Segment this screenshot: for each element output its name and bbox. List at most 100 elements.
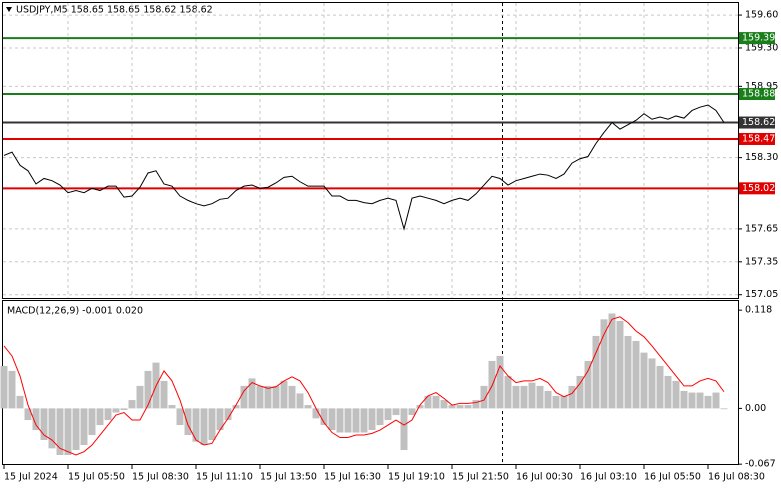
macd-bar <box>640 352 648 409</box>
macd-bar <box>688 392 696 409</box>
price-tag <box>739 182 775 195</box>
macd-bar <box>136 385 144 409</box>
price-tag <box>739 116 775 129</box>
price-tag <box>739 132 775 145</box>
macd-bar <box>112 408 120 413</box>
macd-bar <box>72 408 80 451</box>
macd-bar <box>264 385 272 409</box>
price-tag-label: 159.39 <box>742 33 775 44</box>
macd-bar <box>280 380 288 409</box>
signal-line <box>3 316 725 456</box>
macd-bar <box>192 408 200 442</box>
macd-bar <box>56 408 64 456</box>
macd-bar <box>8 370 16 409</box>
macd-bar <box>320 408 328 426</box>
macd-bar <box>232 405 240 409</box>
macd-bar <box>16 395 24 409</box>
price-tag-label: 158.02 <box>742 183 775 194</box>
x-tick-label: 15 Jul 19:10 <box>388 472 445 483</box>
macd-bar <box>104 408 112 421</box>
macd-bar <box>704 395 712 409</box>
chart-title: USDJPY,M5 158.65 158.65 158.62 158.62 <box>16 5 213 16</box>
y-tick-label: 157.05 <box>745 289 778 300</box>
macd-bar <box>680 390 688 409</box>
price-line <box>3 104 725 231</box>
macd-bar <box>648 358 656 409</box>
macd-bar <box>176 408 184 426</box>
x-tick-label: 15 Jul 16:30 <box>324 472 381 483</box>
macd-bar <box>424 395 432 409</box>
macd-bar <box>32 408 40 431</box>
macd-bar <box>480 385 488 409</box>
macd-bar <box>304 405 312 409</box>
macd-bar <box>624 335 632 409</box>
price-tag-label: 158.88 <box>742 89 775 100</box>
symbol-marker <box>6 7 12 12</box>
macd-title: MACD(12,26,9) -0.001 0.020 <box>7 306 143 317</box>
macd-bar <box>88 408 96 436</box>
y-tick-label: 0.118 <box>745 305 772 316</box>
macd-bar <box>208 408 216 441</box>
macd-bar <box>616 320 624 409</box>
macd-bar <box>200 408 208 446</box>
x-tick-label: 15 Jul 05:50 <box>68 472 125 483</box>
macd-bar <box>64 408 72 456</box>
macd-bar <box>440 400 448 409</box>
macd-bar <box>216 408 224 431</box>
y-tick-label: 157.65 <box>745 223 778 234</box>
macd-bar <box>536 385 544 409</box>
macd-bar <box>144 370 152 409</box>
macd-bar <box>352 408 360 433</box>
macd-bar <box>376 408 384 426</box>
macd-bar <box>296 393 304 409</box>
macd-bar <box>512 385 520 409</box>
macd-bar <box>240 385 248 409</box>
price-panel <box>2 2 739 299</box>
x-tick-label: 15 Jul 08:30 <box>132 472 189 483</box>
macd-bar <box>664 375 672 409</box>
y-tick-label: -0.067 <box>745 459 776 470</box>
x-tick-label: 16 Jul 05:50 <box>644 472 701 483</box>
y-tick-label: 159.30 <box>745 42 778 53</box>
macd-bar <box>336 408 344 433</box>
macd-bar <box>432 395 440 409</box>
macd-bar <box>608 313 616 409</box>
macd-bar <box>576 375 584 409</box>
x-tick-label: 15 Jul 11:10 <box>196 472 253 483</box>
macd-bar <box>584 360 592 409</box>
macd-bar <box>160 380 168 409</box>
macd-bar <box>720 408 728 410</box>
macd-bar <box>384 408 392 421</box>
macd-bar <box>120 408 128 411</box>
macd-bar <box>80 408 88 446</box>
price-tag <box>739 32 775 45</box>
x-tick-label: 16 Jul 03:10 <box>580 472 637 483</box>
y-tick-label: 158.30 <box>745 152 778 163</box>
macd-bar <box>344 408 352 433</box>
y-tick-label: 157.35 <box>745 256 778 267</box>
macd-bar <box>288 385 296 409</box>
x-tick-label: 15 Jul 21:50 <box>452 472 509 483</box>
macd-bar <box>0 365 8 409</box>
macd-bar <box>224 408 232 421</box>
macd-bar <box>544 390 552 409</box>
macd-bar <box>448 405 456 409</box>
x-tick-label: 16 Jul 00:30 <box>516 472 573 483</box>
macd-bar <box>464 405 472 409</box>
x-tick-label: 15 Jul 2024 <box>4 472 58 483</box>
y-tick-label: 159.60 <box>745 10 778 21</box>
macd-bar <box>632 340 640 409</box>
macd-bar <box>392 408 400 416</box>
macd-bar <box>416 405 424 409</box>
macd-bar <box>256 385 264 409</box>
macd-bar <box>656 365 664 409</box>
macd-bar <box>528 382 536 409</box>
macd-bar <box>48 408 56 449</box>
macd-bar <box>696 392 704 409</box>
macd-bar <box>248 378 256 409</box>
macd-bar <box>272 385 280 409</box>
macd-bar <box>328 408 336 431</box>
macd-bar <box>600 319 608 409</box>
price-tag-label: 158.62 <box>742 117 775 128</box>
